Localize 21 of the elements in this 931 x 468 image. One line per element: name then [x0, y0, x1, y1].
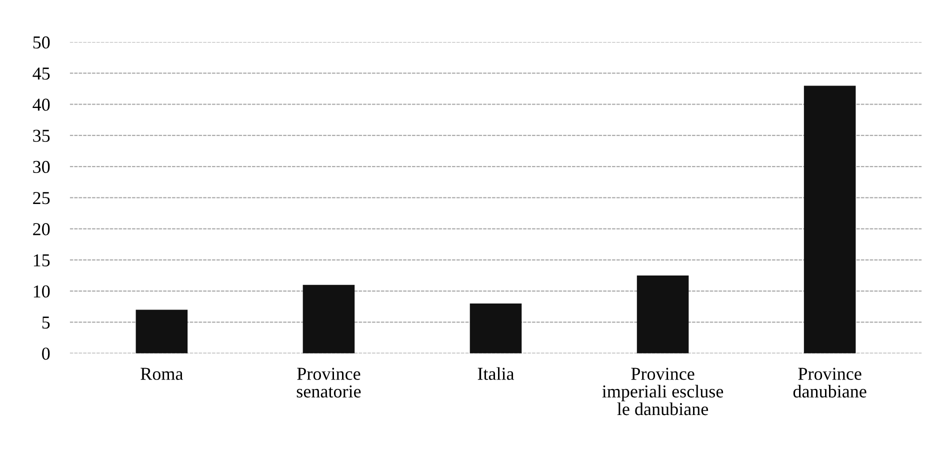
x-tick-label: Province senatorie	[296, 368, 361, 398]
bar	[302, 284, 355, 354]
y-tick-label: 25	[33, 192, 50, 204]
x-tick-label: Roma	[140, 368, 184, 380]
x-tick-label: Province danubiane	[793, 368, 866, 398]
y-tick-label: 0	[42, 348, 50, 360]
y-tick-label: 10	[34, 285, 50, 298]
y-tick-label: 40	[32, 98, 50, 111]
y-tick-label: 15	[34, 254, 50, 266]
bar	[470, 304, 522, 354]
y-tick-label: 30	[33, 160, 50, 174]
bar	[804, 86, 856, 354]
y-tick-label: 50	[33, 36, 50, 49]
bar	[636, 276, 689, 354]
x-tick-label: Province imperiali escluse le danubiane	[602, 368, 724, 416]
bar	[136, 310, 188, 354]
y-tick-label: 20	[33, 223, 50, 236]
x-tick-label: Italia	[478, 367, 514, 380]
y-tick-label: 45	[32, 68, 50, 80]
y-tick-label: 35	[33, 130, 50, 142]
y-tick-label: 5	[42, 316, 50, 329]
